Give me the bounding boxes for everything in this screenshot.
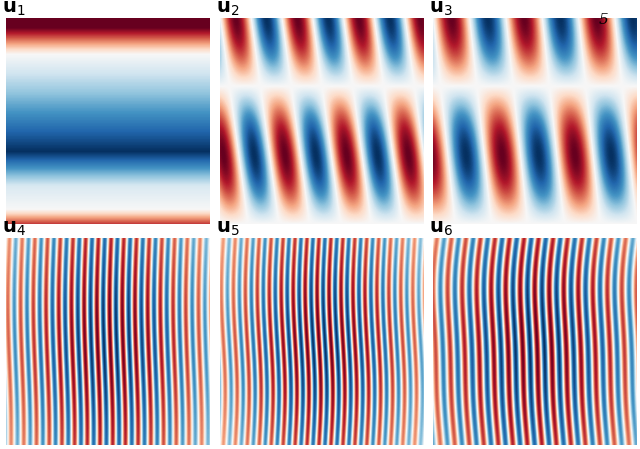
Text: $\mathbf{u}_4$: $\mathbf{u}_4$ xyxy=(3,220,26,238)
Text: $\mathbf{u}_6$: $\mathbf{u}_6$ xyxy=(429,220,453,238)
Text: $\mathbf{u}_3$: $\mathbf{u}_3$ xyxy=(429,0,453,18)
Text: 5: 5 xyxy=(598,13,608,27)
Text: $\mathbf{u}_1$: $\mathbf{u}_1$ xyxy=(3,0,26,18)
Text: $\mathbf{u}_5$: $\mathbf{u}_5$ xyxy=(216,220,239,238)
Text: $\mathbf{u}_2$: $\mathbf{u}_2$ xyxy=(216,0,239,18)
